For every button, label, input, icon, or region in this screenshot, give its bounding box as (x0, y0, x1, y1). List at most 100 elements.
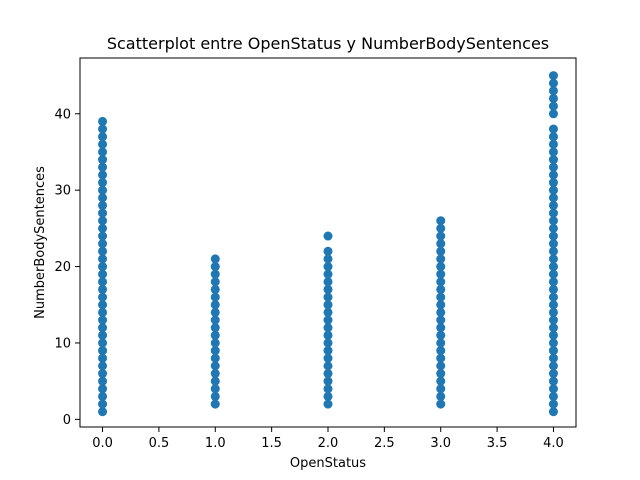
scatter-point (436, 277, 446, 287)
scatter-point (548, 132, 558, 142)
scatter-point (548, 139, 558, 149)
x-axis-label: OpenStatus (290, 456, 366, 471)
scatter-point (436, 216, 446, 226)
scatter-point (210, 330, 220, 340)
scatter-point (323, 330, 333, 340)
scatter-point (436, 223, 446, 233)
scatter-point (98, 269, 108, 279)
scatter-point (323, 384, 333, 394)
scatter-point (323, 315, 333, 325)
scatter-point (548, 262, 558, 272)
scatter-point (98, 239, 108, 249)
scatter-point (323, 338, 333, 348)
scatter-point (98, 300, 108, 310)
scatter-point (436, 254, 446, 264)
data-points (98, 71, 558, 417)
scatter-point (548, 93, 558, 103)
y-tick-label: 10 (54, 336, 71, 351)
scatter-point (210, 361, 220, 371)
scatter-point (436, 292, 446, 302)
scatter-point (210, 391, 220, 401)
scatter-point (98, 292, 108, 302)
scatter-point (548, 200, 558, 210)
scatter-point (98, 216, 108, 226)
scatter-point (548, 208, 558, 218)
scatter-point (548, 185, 558, 195)
scatter-point (436, 376, 446, 386)
scatter-point (98, 200, 108, 210)
x-tick-label: 2.0 (318, 436, 339, 451)
scatter-point (323, 277, 333, 287)
x-tick-label: 4.0 (543, 436, 564, 451)
scatter-point (98, 208, 108, 218)
y-tick-label: 40 (54, 107, 71, 122)
x-axis-ticks: 0.0 0.5 1.0 1.5 2.0 2.5 3.0 3.5 4.0 (92, 427, 564, 451)
scatter-point (548, 376, 558, 386)
scatter-point (436, 391, 446, 401)
x-tick-label: 1.0 (205, 436, 226, 451)
scatter-point (98, 353, 108, 363)
scatter-point (436, 300, 446, 310)
y-axis-label: NumberBodySentences (33, 166, 48, 319)
scatter-point (548, 399, 558, 409)
scatter-point (323, 262, 333, 272)
scatter-point (98, 254, 108, 264)
scatter-point (210, 399, 220, 409)
scatter-point (548, 216, 558, 226)
scatter-point (98, 391, 108, 401)
scatter-point (323, 346, 333, 356)
scatter-point (548, 109, 558, 119)
y-axis-ticks: 0 10 20 30 40 (54, 107, 80, 428)
scatter-point (323, 292, 333, 302)
scatter-point (548, 315, 558, 325)
scatter-point (323, 391, 333, 401)
scatter-point (323, 376, 333, 386)
y-tick-label: 30 (54, 184, 71, 199)
scatter-point (210, 284, 220, 294)
scatter-point (98, 231, 108, 241)
scatter-point (323, 246, 333, 256)
scatter-point (210, 292, 220, 302)
scatter-point (98, 399, 108, 409)
scatter-point (548, 353, 558, 363)
scatter-point (548, 162, 558, 172)
scatter-point (210, 277, 220, 287)
scatter-point (436, 315, 446, 325)
scatter-point (98, 262, 108, 272)
scatter-point (98, 323, 108, 333)
scatter-point (436, 338, 446, 348)
scatter-point (436, 323, 446, 333)
scatter-point (323, 284, 333, 294)
scatter-point (436, 399, 446, 409)
scatter-point (548, 292, 558, 302)
scatter-point (548, 78, 558, 88)
scatter-point (548, 178, 558, 188)
scatter-point (548, 71, 558, 81)
scatter-point (436, 307, 446, 317)
scatter-point (436, 246, 446, 256)
scatter-point (548, 231, 558, 241)
scatter-point (98, 162, 108, 172)
scatter-point (548, 346, 558, 356)
chart-title: Scatterplot entre OpenStatus y NumberBod… (107, 34, 549, 53)
x-tick-label: 2.5 (374, 436, 395, 451)
scatter-point (323, 254, 333, 264)
scatter-point (98, 407, 108, 417)
scatter-point (436, 384, 446, 394)
scatter-point (98, 223, 108, 233)
scatter-point (436, 330, 446, 340)
scatter-point (210, 269, 220, 279)
scatter-point (98, 315, 108, 325)
scatter-point (98, 124, 108, 134)
scatter-point (98, 185, 108, 195)
x-tick-label: 0.5 (149, 436, 170, 451)
scatter-point (98, 246, 108, 256)
scatter-point (548, 330, 558, 340)
scatter-point (548, 284, 558, 294)
scatter-point (210, 376, 220, 386)
scatter-point (436, 361, 446, 371)
x-tick-label: 0.0 (92, 436, 113, 451)
scatter-point (98, 346, 108, 356)
scatter-point (548, 277, 558, 287)
